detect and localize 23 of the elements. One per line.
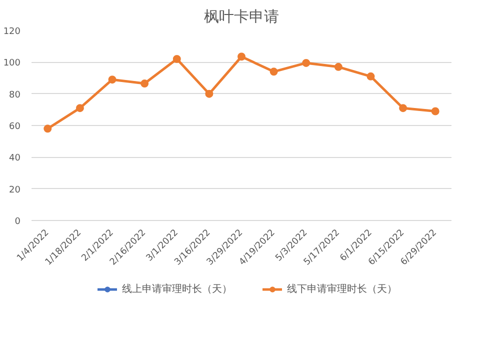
point xyxy=(270,68,278,76)
point xyxy=(399,104,408,112)
point xyxy=(431,107,440,116)
y-tick-label: 100 xyxy=(3,58,21,69)
point xyxy=(140,80,149,88)
legend-label: 线下申请审理时长（天） xyxy=(287,282,397,296)
point xyxy=(108,76,116,84)
point xyxy=(205,90,214,98)
point xyxy=(334,62,342,71)
y-tick-label: 120 xyxy=(3,27,21,37)
y-tick-label: 80 xyxy=(9,90,21,100)
point xyxy=(76,104,84,112)
y-tick-label: 40 xyxy=(9,154,21,164)
chart-title: 枫叶卡申请 xyxy=(204,8,279,26)
point xyxy=(366,72,375,80)
point xyxy=(44,124,52,133)
point xyxy=(238,52,246,61)
y-tick-label: 60 xyxy=(9,122,21,132)
y-tick-label: 0 xyxy=(14,217,21,227)
point xyxy=(172,55,181,63)
point xyxy=(302,58,310,67)
y-tick-label: 20 xyxy=(9,185,21,196)
legend-label: 线上申请审理时长（天） xyxy=(122,282,232,296)
